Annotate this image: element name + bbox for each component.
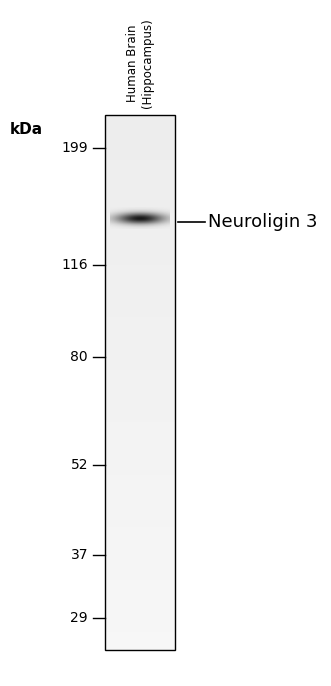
Text: 199: 199 [61, 141, 88, 155]
Text: 116: 116 [61, 258, 88, 272]
Text: kDa: kDa [10, 122, 43, 137]
Text: 80: 80 [71, 350, 88, 364]
Text: 37: 37 [71, 548, 88, 562]
Bar [105, 115, 175, 650]
Text: 29: 29 [71, 611, 88, 625]
Text: Neuroligin 3: Neuroligin 3 [208, 213, 317, 231]
Text: 52: 52 [71, 458, 88, 472]
Text: Human Brain
(Hippocampus): Human Brain (Hippocampus) [126, 19, 154, 108]
